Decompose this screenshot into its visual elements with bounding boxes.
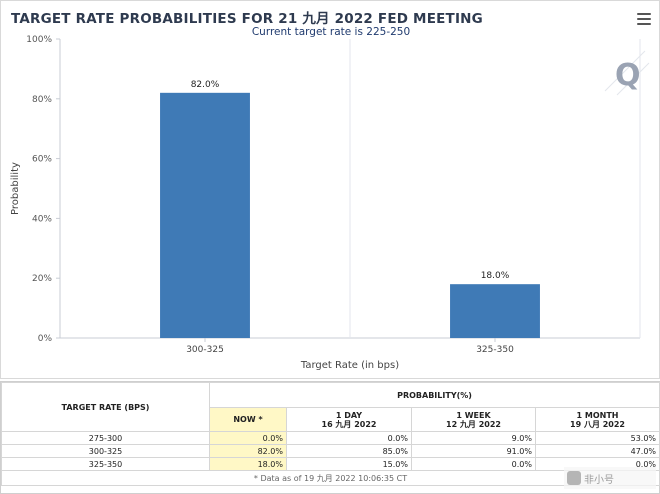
column-header-date: 12 九月 2022 (446, 419, 501, 429)
probability-cell: 0.0% (411, 457, 536, 471)
column-header-label: 1 MONTH (576, 410, 619, 420)
column-header-2: 1 WEEK 12 九月 2022 (411, 407, 536, 432)
bar-data-label: 82.0% (191, 80, 220, 90)
column-header-label: 1 WEEK (456, 410, 491, 420)
bar (160, 92, 250, 338)
chart-panel: TARGET RATE PROBABILITIES FOR 21 九月 2022… (0, 0, 660, 379)
probability-cell: 85.0% (286, 444, 412, 458)
table-row: 325-350 18.0% 15.0% 0.0% 0.0% (1, 457, 660, 471)
column-header-3: 1 MONTH 19 八月 2022 (534, 407, 660, 432)
column-header-1: 1 DAY 16 九月 2022 (286, 407, 412, 432)
table-row: 275-300 0.0% 0.0% 9.0% 53.0% (1, 431, 660, 445)
probability-header: PROBABILITY(%) (208, 382, 660, 408)
probability-cell: 18.0% (209, 457, 287, 471)
chart-subtitle: Current target rate is 225-250 (251, 26, 411, 38)
y-tick-label: 60% (32, 155, 52, 165)
chart-title: TARGET RATE PROBABILITIES FOR 21 九月 2022… (11, 11, 483, 27)
probability-cell: 82.0% (209, 444, 287, 458)
data-as-of-footnote: * Data as of 19 九月 2022 10:06:35 CT (0, 470, 660, 486)
x-tick-label: 300-325 (186, 345, 224, 355)
probability-table: TARGET RATE (BPS) PROBABILITY(%) NOW * 1 … (0, 382, 660, 486)
column-header-label: NOW * (233, 415, 263, 424)
probability-cell: 91.0% (411, 444, 536, 458)
watermark-text: 非小号 (584, 474, 614, 486)
column-header-label: 1 DAY (335, 410, 363, 420)
target-rate-cell: 300-325 (1, 444, 210, 458)
q-logo-icon: Q (604, 50, 650, 96)
probability-cell: 47.0% (534, 444, 660, 458)
table-row: 300-325 82.0% 85.0% 91.0% 47.0% (1, 444, 660, 458)
y-tick-label: 40% (32, 214, 52, 224)
target-rate-header: TARGET RATE (BPS) (1, 382, 210, 432)
y-tick-label: 80% (32, 95, 52, 105)
y-tick-label: 0% (38, 334, 53, 344)
corner-watermark: 非小号 (564, 467, 656, 489)
column-header-date: 19 八月 2022 (570, 419, 625, 429)
column-header-date: 16 九月 2022 (321, 419, 377, 429)
target-rate-cell: 325-350 (1, 457, 210, 471)
y-tick-label: 100% (26, 35, 52, 45)
x-tick-label: 325-350 (476, 345, 514, 355)
probability-cell: 53.0% (534, 431, 660, 445)
probability-cell: 0.0% (286, 431, 412, 445)
probability-cell: 0.0% (209, 431, 287, 445)
bar-chart: 0% 20% 40% 60% 80% 100% 82.0% 300-325 18.0% 325-3… (10, 35, 641, 371)
probability-cell: 15.0% (286, 457, 412, 471)
watermark-badge-icon (567, 471, 581, 485)
probability-table-panel: TARGET RATE (BPS) PROBABILITY(%) NOW * 1 … (0, 381, 660, 494)
bar (450, 284, 540, 338)
bar-data-label: 18.0% (481, 271, 510, 281)
hamburger-menu-icon[interactable] (637, 13, 651, 25)
column-header-0: NOW * (209, 407, 287, 432)
y-tick-label: 20% (32, 274, 52, 284)
y-axis-title: Probability (10, 162, 21, 215)
target-rate-cell: 275-300 (1, 431, 210, 445)
x-axis-title: Target Rate (in bps) (300, 360, 399, 371)
svg-text:Q: Q (615, 58, 641, 93)
probability-cell: 9.0% (411, 431, 536, 445)
